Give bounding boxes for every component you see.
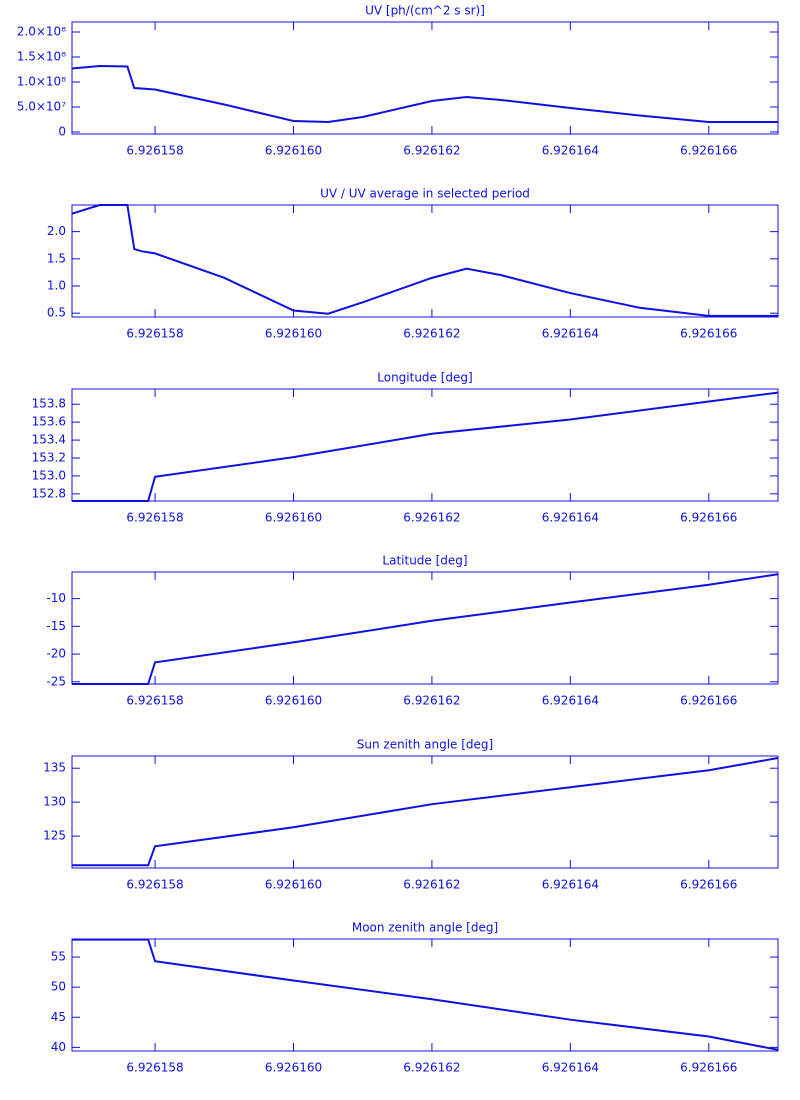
y-tick-label: 153.8 [32,397,66,411]
y-tick-label: 1.0 [47,279,66,293]
x-tick-label: 6.926160 [265,511,322,525]
y-tick-label: 135 [43,761,66,775]
y-tick-label: 50 [51,980,66,994]
x-tick-label: 6.926162 [403,327,460,341]
x-tick-label: 6.926166 [680,1061,737,1075]
x-tick-label: 6.926164 [542,1061,599,1075]
x-tick-label: 6.926166 [680,327,737,341]
y-tick-label: 55 [51,950,66,964]
y-tick-label: 1.5×10⁸ [17,50,66,64]
chart-title: UV / UV average in selected period [320,187,530,201]
x-tick-label: 6.926160 [265,878,322,892]
x-tick-label: 6.926160 [265,144,322,158]
x-tick-label: 6.926164 [542,144,599,158]
data-line [72,204,778,317]
y-tick-label: 153.2 [32,450,66,464]
x-tick-label: 6.926158 [126,878,183,892]
y-tick-label: 1.0×10⁸ [17,75,66,89]
y-tick-label: 1.5 [47,251,66,265]
y-tick-label: 153.4 [32,433,66,447]
panel: UV / UV average in selected period 6.9261… [47,187,779,341]
y-tick-label: -25 [46,674,66,688]
panel: Latitude [deg] 6.926158 6.926160 6.926162 6.… [46,554,779,708]
x-tick-label: 6.926164 [542,511,599,525]
y-tick-label: 2.0×10⁸ [17,25,66,39]
y-tick-label: 153.6 [32,415,66,429]
y-tick-label: 130 [43,795,66,809]
y-tick-label: 125 [43,829,66,843]
y-tick-label: 40 [51,1040,66,1054]
panel: UV [ph/(cm^2 s sr)] 6.926158 6.926160 6.926… [17,4,779,158]
y-tick-label: 153.0 [32,468,66,482]
x-tick-label: 6.926160 [265,694,322,708]
panel: Longitude [deg] 6.926158 6.926160 6.926162 6… [32,371,779,525]
x-tick-label: 6.926158 [126,1061,183,1075]
plot-frame [71,388,779,502]
x-tick-label: 6.926166 [680,144,737,158]
x-tick-label: 6.926162 [403,878,460,892]
x-tick-label: 6.926158 [126,694,183,708]
plot-frame [71,571,779,685]
y-tick-label: -15 [46,619,66,633]
panel: Sun zenith angle [deg] 6.926158 6.926160 6.… [43,738,779,892]
x-tick-label: 6.926162 [403,511,460,525]
y-tick-label: 152.8 [32,486,66,500]
y-tick-label: 5.0×10⁷ [17,100,66,114]
y-tick-label: -20 [46,647,66,661]
x-tick-label: 6.926166 [680,694,737,708]
x-tick-label: 6.926166 [680,878,737,892]
data-line [72,64,778,124]
x-tick-label: 6.926164 [542,327,599,341]
chart-title: Latitude [deg] [382,554,467,568]
x-tick-label: 6.926158 [126,327,183,341]
x-tick-label: 6.926158 [126,144,183,158]
x-tick-label: 6.926162 [403,694,460,708]
data-line [72,757,778,867]
x-tick-label: 6.926160 [265,1061,322,1075]
y-tick-label: 45 [51,1010,66,1024]
y-tick-label: -10 [46,591,66,605]
data-line [72,573,778,685]
x-tick-label: 6.926158 [126,511,183,525]
x-tick-label: 6.926166 [680,511,737,525]
x-tick-label: 6.926164 [542,878,599,892]
chart-title: UV [ph/(cm^2 s sr)] [365,4,485,18]
data-line [72,938,778,1051]
plot-frame [71,204,779,318]
x-tick-label: 6.926164 [542,694,599,708]
data-line [72,391,778,502]
plot-frame [71,755,779,869]
y-tick-label: 0.5 [47,306,66,320]
plot-frame [71,21,779,135]
x-tick-label: 6.926162 [403,1061,460,1075]
y-tick-label: 2.0 [47,224,66,238]
chart-title: Moon zenith angle [deg] [352,921,498,935]
x-tick-label: 6.926162 [403,144,460,158]
panel: Moon zenith angle [deg] 6.926158 6.926160 6… [51,921,779,1075]
y-tick-label: 0 [58,125,66,139]
x-tick-label: 6.926160 [265,327,322,341]
chart-title: Longitude [deg] [377,371,472,385]
plot-frame [71,938,779,1052]
chart-title: Sun zenith angle [deg] [357,738,493,752]
